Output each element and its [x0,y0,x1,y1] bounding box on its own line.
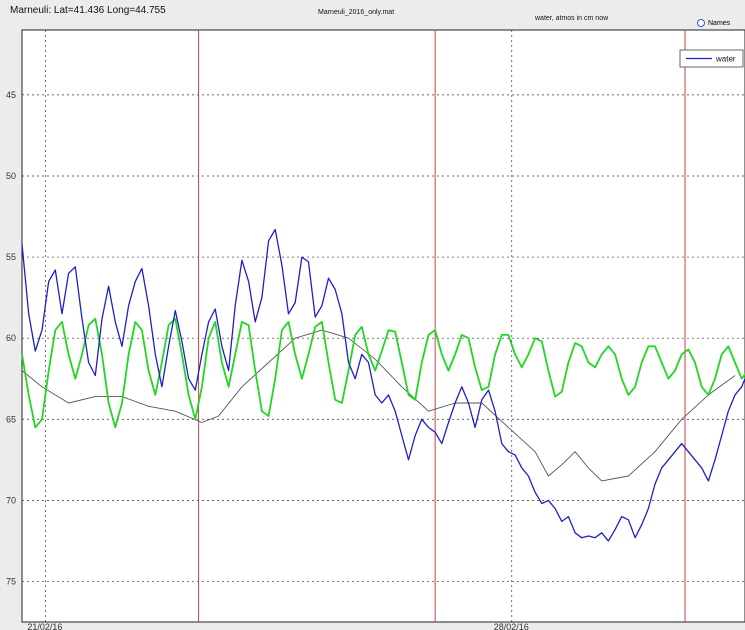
y-tick-label: 60 [6,333,16,343]
y-tick-label: 70 [6,495,16,505]
radio-circle-icon[interactable] [697,19,705,27]
y-tick-label: 75 [6,576,16,586]
y-tick-label: 50 [6,171,16,181]
file-title: Marneuli_2016_only.mat [318,9,395,16]
names-label: Names [708,19,731,27]
location-title: Marneuli: Lat=41.436 Long=44.755 [10,5,166,16]
legend: water [679,49,744,68]
y-tick-label: 55 [6,252,16,262]
y-tick-label: 65 [6,414,16,424]
names-radio-toggle[interactable]: Names [697,19,730,27]
x-tick-label: 21/02/16 [27,622,62,630]
x-tick-label: 28/02/16 [494,622,529,630]
units-title: water, atmos in cm now [535,15,609,22]
legend-label-water: water [715,55,736,64]
series-line-2 [21,329,736,482]
plot-area [21,29,745,623]
y-tick-label: 45 [6,90,16,100]
series-line-1 [21,317,745,429]
series-line-0 [21,228,745,542]
